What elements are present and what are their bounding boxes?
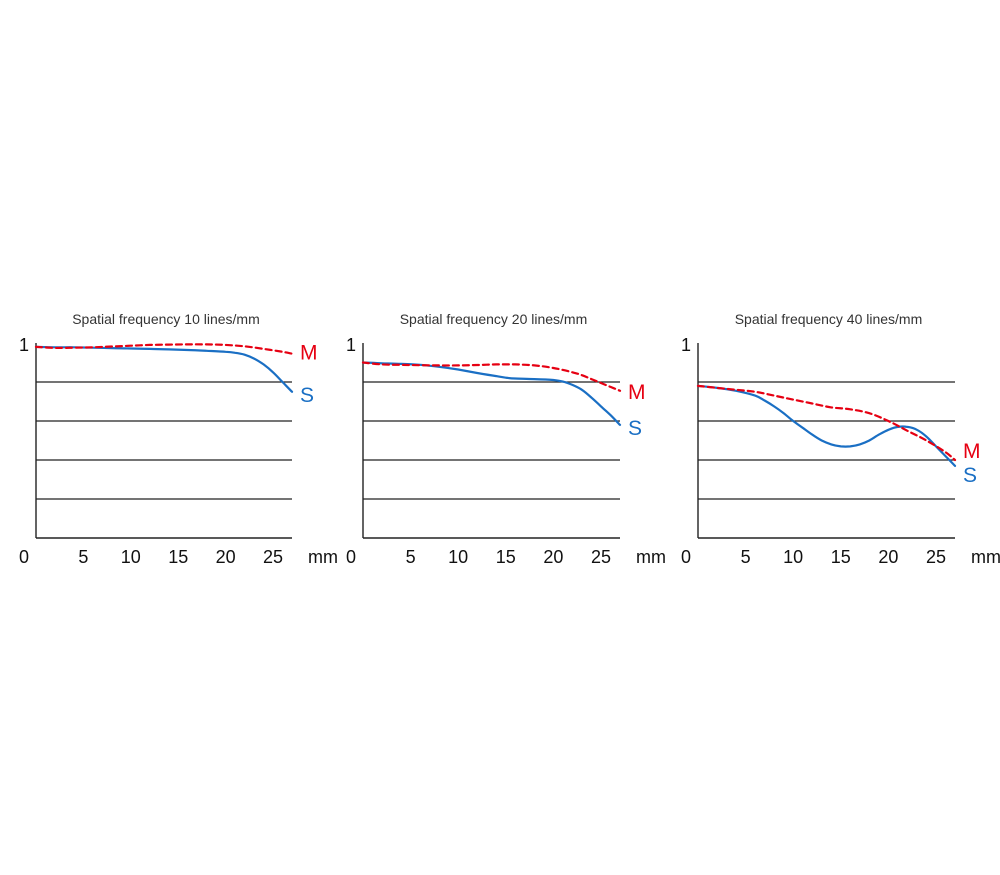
x-tick-label: 15 <box>831 547 851 567</box>
series-label-m: M <box>300 342 318 365</box>
x-tick-label: 0 <box>19 547 29 567</box>
series-label-s: S <box>300 384 314 407</box>
series-line-s <box>696 384 957 467</box>
x-tick-label: 10 <box>121 547 141 567</box>
x-tick-label: 10 <box>783 547 803 567</box>
x-tick-label: 5 <box>741 547 751 567</box>
x-axis-unit: mm <box>971 547 1000 567</box>
x-tick-label: 25 <box>926 547 946 567</box>
x-tick-label: 20 <box>878 547 898 567</box>
x-tick-label: 20 <box>543 547 563 567</box>
x-tick-label: 5 <box>406 547 416 567</box>
chart-title: Spatial frequency 20 lines/mm <box>400 311 588 327</box>
series-line-m <box>696 384 957 462</box>
x-tick-label: 25 <box>591 547 611 567</box>
y-tick-label: 1 <box>681 335 691 355</box>
x-axis-unit: mm <box>308 547 338 567</box>
x-tick-label: 0 <box>346 547 356 567</box>
x-tick-label: 20 <box>216 547 236 567</box>
chart-title: Spatial frequency 40 lines/mm <box>735 311 923 327</box>
x-tick-label: 15 <box>496 547 516 567</box>
series-label-s: S <box>963 464 977 487</box>
series-label-s: S <box>628 417 642 440</box>
x-tick-label: 25 <box>263 547 283 567</box>
x-tick-label: 15 <box>168 547 188 567</box>
series-line-m <box>34 343 294 355</box>
series-line-s <box>34 345 294 393</box>
chart-title: Spatial frequency 10 lines/mm <box>72 311 260 327</box>
x-axis-unit: mm <box>636 547 666 567</box>
x-tick-label: 10 <box>448 547 468 567</box>
series-label-m: M <box>963 440 981 463</box>
y-tick-label: 1 <box>19 335 29 355</box>
x-tick-label: 5 <box>78 547 88 567</box>
x-tick-label: 0 <box>681 547 691 567</box>
series-label-m: M <box>628 381 646 404</box>
y-tick-label: 1 <box>346 335 356 355</box>
series-line-s <box>361 361 622 426</box>
series-line-m <box>361 361 622 392</box>
